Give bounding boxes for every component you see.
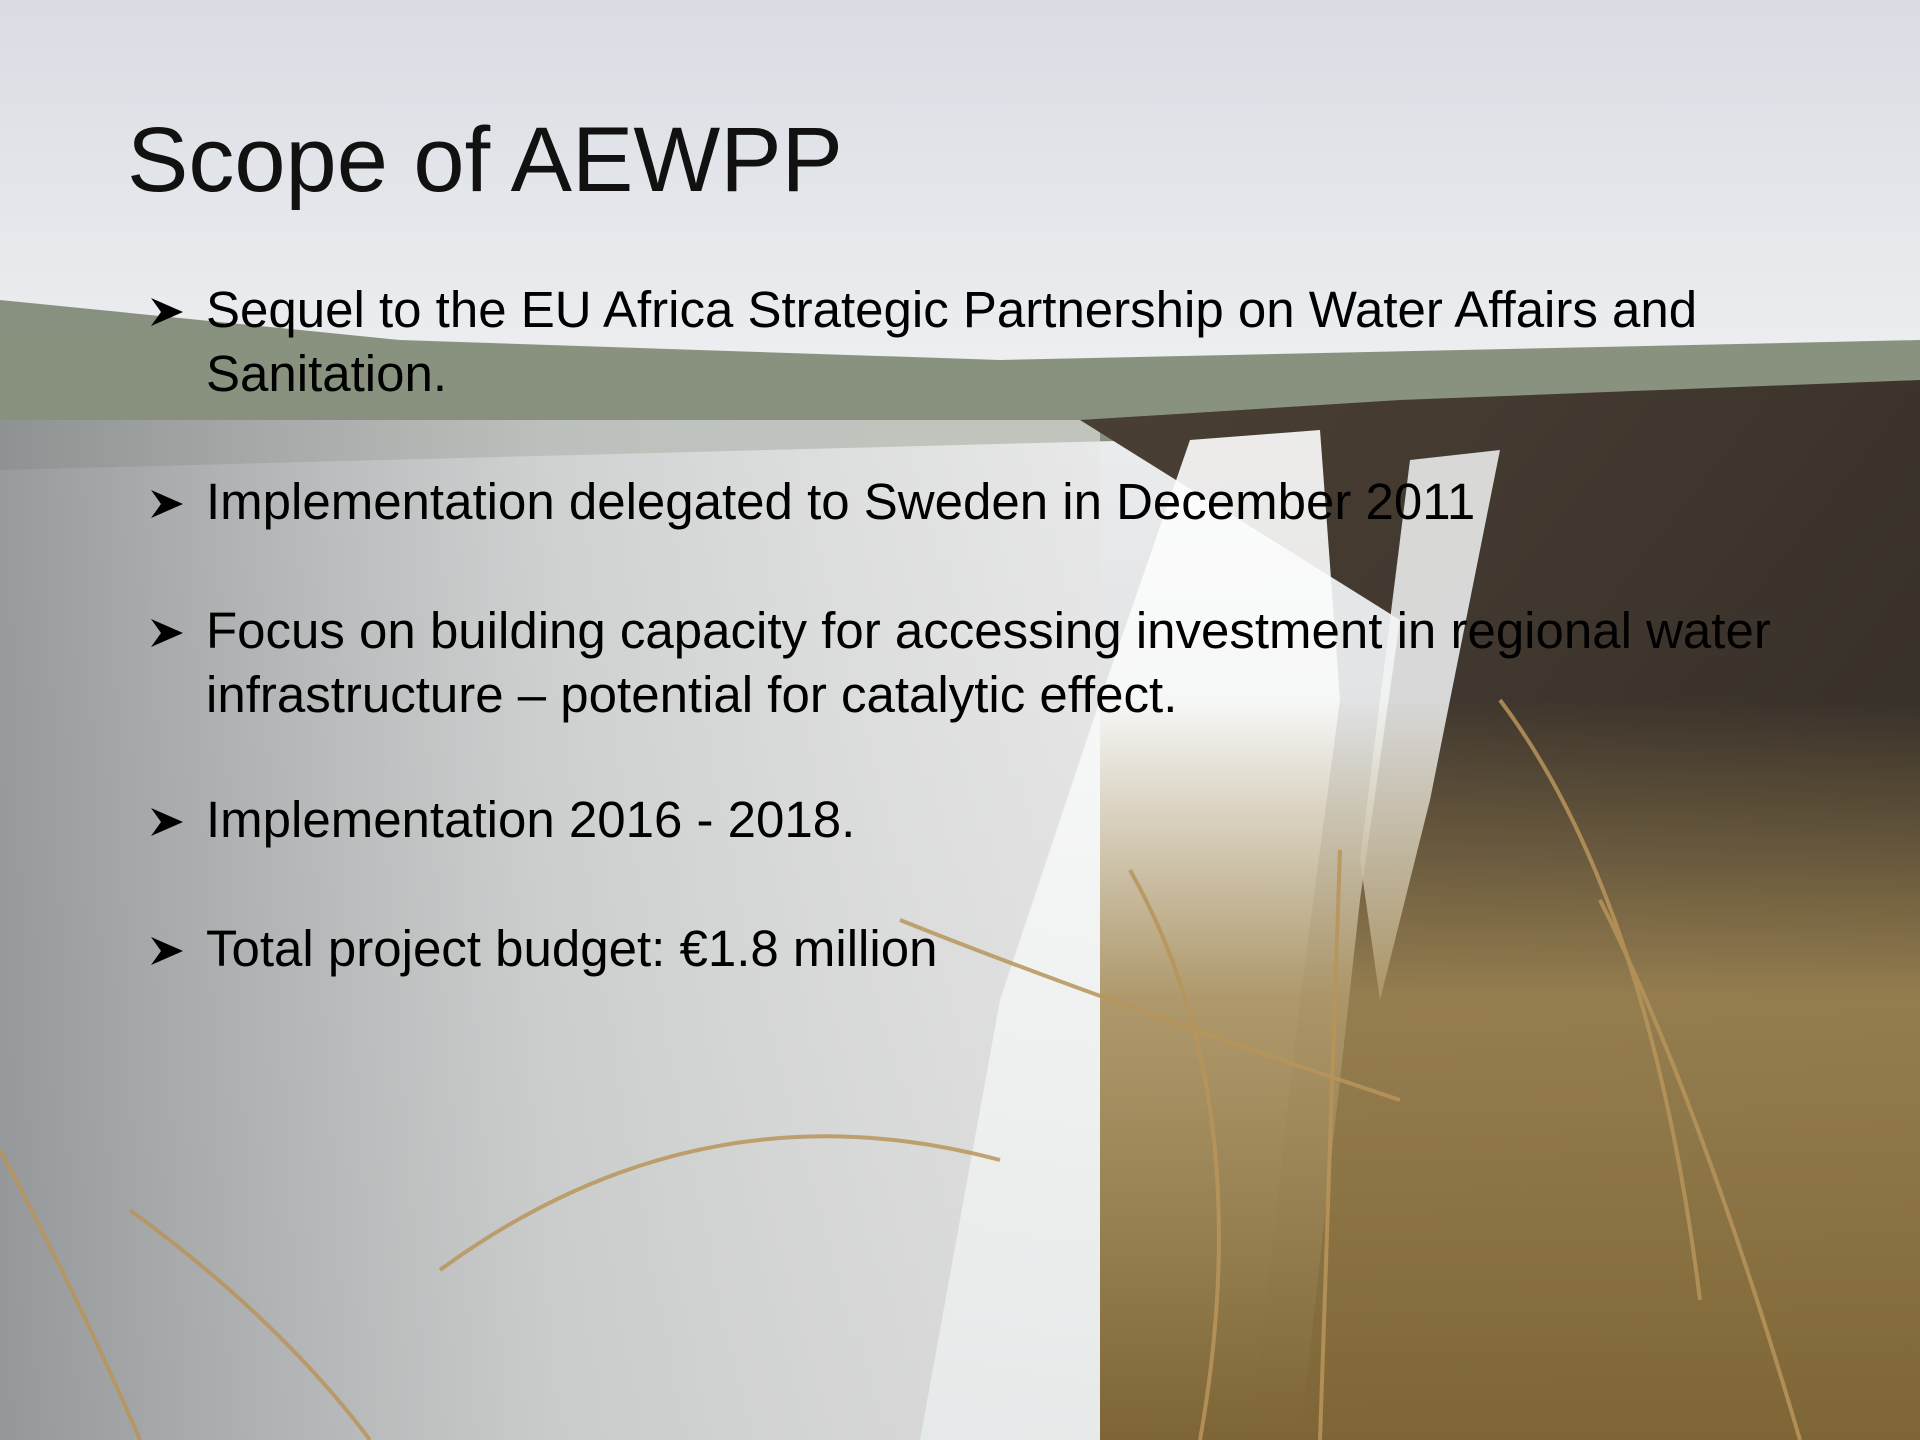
bullet-arrow <box>149 294 185 330</box>
bullet-text: Sequel to the EU Africa Strategic Partne… <box>206 278 1789 406</box>
bullet-arrow <box>149 933 185 969</box>
bullet-text: Implementation delegated to Sweden in De… <box>206 470 1789 534</box>
bullet-text: Focus on building capacity for accessing… <box>206 599 1789 727</box>
bullet-arrow <box>149 804 185 840</box>
bullet-text: Total project budget: €1.8 million <box>206 917 1789 981</box>
slide-title: Scope of AEWPP <box>127 108 843 213</box>
bullet-arrow <box>149 486 185 522</box>
slide: Scope of AEWPP Sequel to the EU Africa S… <box>0 0 1920 1440</box>
bullet-item: Focus on building capacity for accessing… <box>149 599 1789 727</box>
bullet-arrow <box>149 615 185 651</box>
bullet-item: Total project budget: €1.8 million <box>149 917 1789 981</box>
bullet-text: Implementation 2016 - 2018. <box>206 788 1789 852</box>
bullet-item: Sequel to the EU Africa Strategic Partne… <box>149 278 1789 406</box>
bullet-item: Implementation delegated to Sweden in De… <box>149 470 1789 534</box>
bullet-item: Implementation 2016 - 2018. <box>149 788 1789 852</box>
